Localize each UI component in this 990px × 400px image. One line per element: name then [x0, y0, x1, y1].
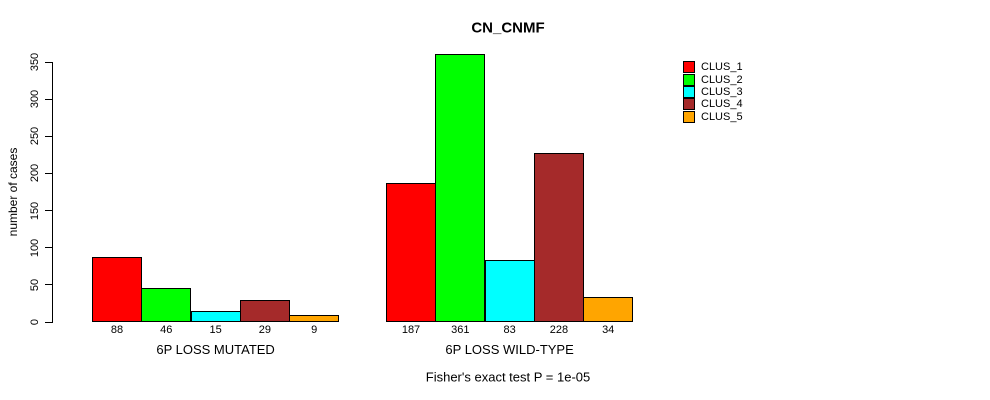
y-axis-tick-label: 300: [29, 89, 41, 109]
bar-clus_5-group2: [583, 296, 634, 322]
legend-item-clus_4: CLUS_4: [683, 98, 743, 111]
legend-swatch-clus_5: [683, 110, 695, 123]
y-axis-tick-label: 150: [29, 201, 41, 220]
bar-clus_1-group2: [386, 183, 436, 322]
category-label: 6P LOSS MUTATED: [156, 342, 275, 357]
bar-value-label: 228: [549, 324, 569, 336]
bar-value-label: 361: [451, 324, 470, 336]
y-axis-tick: [45, 172, 52, 174]
legend-item-clus_2: CLUS_2: [683, 73, 743, 86]
y-axis-title: number of cases: [6, 147, 20, 237]
legend-label: CLUS_4: [701, 98, 743, 111]
bar-clus_3-group2: [484, 260, 535, 322]
category-label: 6P LOSS WILD-TYPE: [445, 342, 574, 357]
annotation-text: Fisher's exact test P = 1e-05: [425, 369, 591, 385]
bar-value-label: 29: [258, 324, 272, 336]
bar-clus_4-group2: [533, 152, 584, 322]
legend-item-clus_5: CLUS_5: [683, 110, 743, 123]
y-axis-tick: [45, 98, 52, 100]
y-axis-tick: [45, 321, 52, 323]
bar-value-label: 46: [160, 324, 173, 336]
bar-clus_1-group1: [92, 256, 142, 322]
legend-label: CLUS_1: [701, 61, 743, 74]
y-axis-tick-label: 200: [29, 164, 41, 183]
bar-clus_5-group1: [289, 315, 340, 322]
bar-clus_3-group1: [190, 310, 241, 322]
y-axis-tick: [45, 210, 52, 212]
y-axis-tick: [45, 135, 52, 137]
y-axis-tick-label: 0: [29, 318, 41, 326]
legend-label: CLUS_5: [701, 110, 743, 123]
bar-value-label: 88: [110, 324, 124, 336]
y-axis-tick-label: 350: [29, 52, 41, 72]
legend-label: CLUS_2: [701, 73, 743, 86]
y-axis-tick: [45, 61, 52, 63]
bar-clus_2-group2: [435, 53, 486, 322]
bar-value-label: 187: [401, 324, 421, 336]
legend-swatch-clus_3: [683, 85, 695, 98]
y-axis-line: [52, 62, 53, 323]
bar-value-label: 34: [602, 324, 615, 336]
y-axis-tick-label: 250: [29, 127, 41, 146]
y-axis-tick-label: 100: [29, 238, 41, 257]
chart-title: CN_CNMF: [471, 19, 545, 37]
legend: CLUS_1 CLUS_2 CLUS_3 CLUS_4 CLUS_5: [683, 61, 743, 123]
bar-clus_4-group1: [239, 300, 290, 322]
bar-clus_2-group1: [141, 287, 192, 322]
bar-value-label: 83: [503, 324, 516, 336]
legend-item-clus_1: CLUS_1: [683, 61, 743, 74]
bar-value-label: 9: [311, 324, 318, 336]
y-axis-tick: [45, 284, 52, 286]
legend-item-clus_3: CLUS_3: [683, 85, 743, 98]
legend-swatch-clus_1: [683, 61, 695, 74]
y-axis-tick-label: 50: [29, 278, 41, 291]
legend-swatch-clus_4: [683, 98, 695, 111]
legend-swatch-clus_2: [683, 73, 695, 86]
bar-value-label: 15: [209, 324, 222, 336]
y-axis-tick: [45, 247, 52, 249]
legend-label: CLUS_3: [701, 85, 743, 98]
